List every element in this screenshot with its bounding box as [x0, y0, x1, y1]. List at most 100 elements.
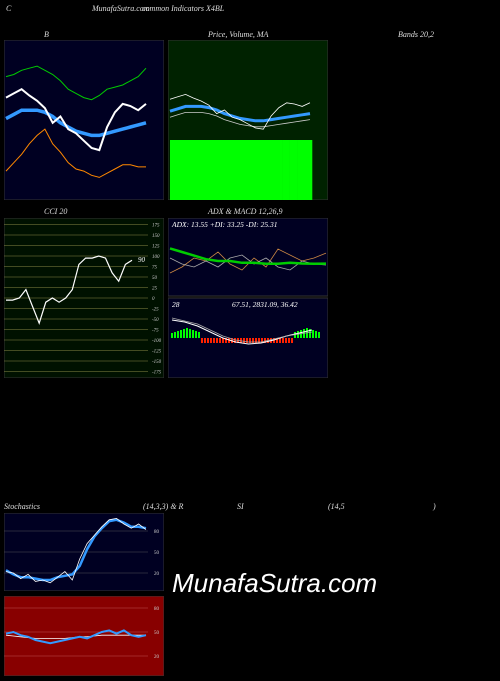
cci-tick-label: 0	[152, 297, 155, 302]
cci-panel: 175 150 125 100 75 50 25 0 -25 -50 -75 -100 -125 -150…	[3, 217, 165, 379]
macd-hist-bar	[204, 338, 206, 343]
macd-hist-bar	[216, 338, 218, 343]
volume-bar	[214, 140, 223, 200]
rsi-chart: 80 50 20	[3, 595, 165, 677]
cci-tick-label: 50	[152, 276, 158, 281]
volume-bar	[252, 140, 260, 200]
macd-hist-bar	[180, 330, 182, 338]
cci-tick-label: -50	[152, 318, 159, 323]
macd-hist-bar	[213, 338, 215, 343]
volume-bar	[267, 140, 275, 200]
ma-line-grey	[169, 112, 311, 128]
signal-line	[171, 317, 313, 343]
macd-hist-bar	[279, 338, 281, 343]
site-title[interactable]: MunafaSutra.com	[92, 4, 150, 13]
rsi-tick-label: 20	[154, 655, 160, 660]
adx-macd-title: ADX & MACD 12,26,9	[208, 207, 283, 216]
cci-tick-label: -175	[152, 371, 162, 376]
macd-hist-bar	[288, 338, 290, 343]
stoch-params: (14,3,3) & R	[143, 502, 184, 511]
volume-bar	[237, 140, 246, 200]
stoch-tick-label: 20	[154, 572, 160, 577]
macd-hist-bar	[291, 338, 293, 343]
macd-hist-bar	[198, 332, 200, 338]
macd-values: 67.51, 2831.09, 36.42	[232, 300, 298, 309]
rsi-tick-label: 80	[154, 607, 160, 612]
macd-hist-bar	[252, 338, 254, 343]
volume-bar	[297, 140, 305, 200]
cci-tick-label: 125	[152, 245, 160, 250]
rsi-tick-label: 50	[154, 631, 160, 636]
ma-line	[169, 104, 311, 123]
macd-hist-bar	[285, 338, 287, 343]
cci-tick-label: 100	[152, 255, 160, 260]
price-volume-panel	[167, 39, 329, 201]
stochastics-chart: 80 50 20	[3, 512, 165, 592]
macd-hist-bar	[186, 328, 188, 338]
rsi-params: (14,5	[328, 502, 345, 511]
macd-hist-bar	[261, 338, 263, 343]
macd-hist-bar	[225, 338, 227, 343]
price-line	[5, 88, 147, 152]
macd-hist-bar	[177, 331, 179, 338]
cci-line	[6, 255, 133, 325]
volume-bar	[199, 140, 208, 200]
macd-hist-bar	[273, 338, 275, 343]
macd-hist-bar	[249, 338, 251, 343]
macd-hist-bar	[201, 338, 203, 343]
stoch-tick-label: 80	[154, 530, 160, 535]
cci-tick-label: 75	[152, 266, 158, 271]
bb-panel-title: B	[44, 30, 49, 39]
macd-hist-bar	[276, 338, 278, 343]
upper-band-line	[5, 65, 147, 101]
cci-tick-label: -100	[152, 339, 162, 344]
price-line-thin	[169, 93, 311, 130]
volume-bar	[244, 140, 253, 200]
stochastics-panel: 80 50 20	[3, 512, 165, 592]
adx-bg	[167, 217, 329, 297]
bollinger-chart	[3, 39, 165, 201]
macd-hist-bar	[228, 338, 230, 343]
bollinger-bg	[3, 39, 165, 201]
adx-line	[169, 247, 327, 265]
bands-title: Bands 20,2	[398, 30, 434, 39]
volume-bar	[184, 140, 193, 200]
macd-hist-bar	[174, 332, 176, 338]
lower-band-line	[5, 128, 146, 178]
cci-tick-label: -150	[152, 360, 162, 365]
cci-tick-label: -125	[152, 350, 162, 355]
macd-hist-bar	[195, 331, 197, 338]
rsi-close: )	[433, 502, 436, 511]
stoch-d-line	[5, 517, 147, 584]
rsi-line	[5, 629, 147, 645]
macd-hist-bar	[315, 331, 317, 338]
macd-hist-bar	[255, 338, 257, 343]
volume-bar	[304, 140, 313, 200]
macd-hist-bar	[222, 338, 224, 343]
middle-band-line	[5, 108, 147, 138]
cci-tick-label: 175	[152, 224, 160, 229]
macd-hist-bar	[183, 329, 185, 338]
macd-hist-bar	[171, 333, 173, 338]
bollinger-panel	[3, 39, 165, 201]
rsi-title: SI	[237, 502, 244, 511]
price-volume-chart	[167, 39, 329, 201]
volume-bar	[207, 140, 216, 200]
cci-tick-label: 150	[152, 234, 160, 239]
adx-macd-chart: ADX: 13.55 +DI: 33.25 -DI: 25.31 28 67.5…	[167, 217, 329, 379]
macd-hist-bar	[219, 338, 221, 343]
macd-hist-bar	[312, 330, 314, 338]
macd-hist-bar	[189, 329, 191, 338]
macd-hist-bar	[318, 332, 320, 338]
rsi-panel: 80 50 20	[3, 595, 165, 677]
macd-hist-bar	[258, 338, 260, 343]
volume-bar	[177, 140, 186, 200]
price-panel-title: Price, Volume, MA	[208, 30, 269, 39]
volume-bar	[274, 140, 283, 200]
volume-bar	[192, 140, 201, 200]
cci-tick-label: -75	[152, 329, 159, 334]
macd-hist-bar	[207, 338, 209, 343]
cci-tick-label: -25	[152, 308, 159, 313]
macd-hist-bar	[192, 330, 194, 338]
volume-bar	[259, 140, 268, 200]
